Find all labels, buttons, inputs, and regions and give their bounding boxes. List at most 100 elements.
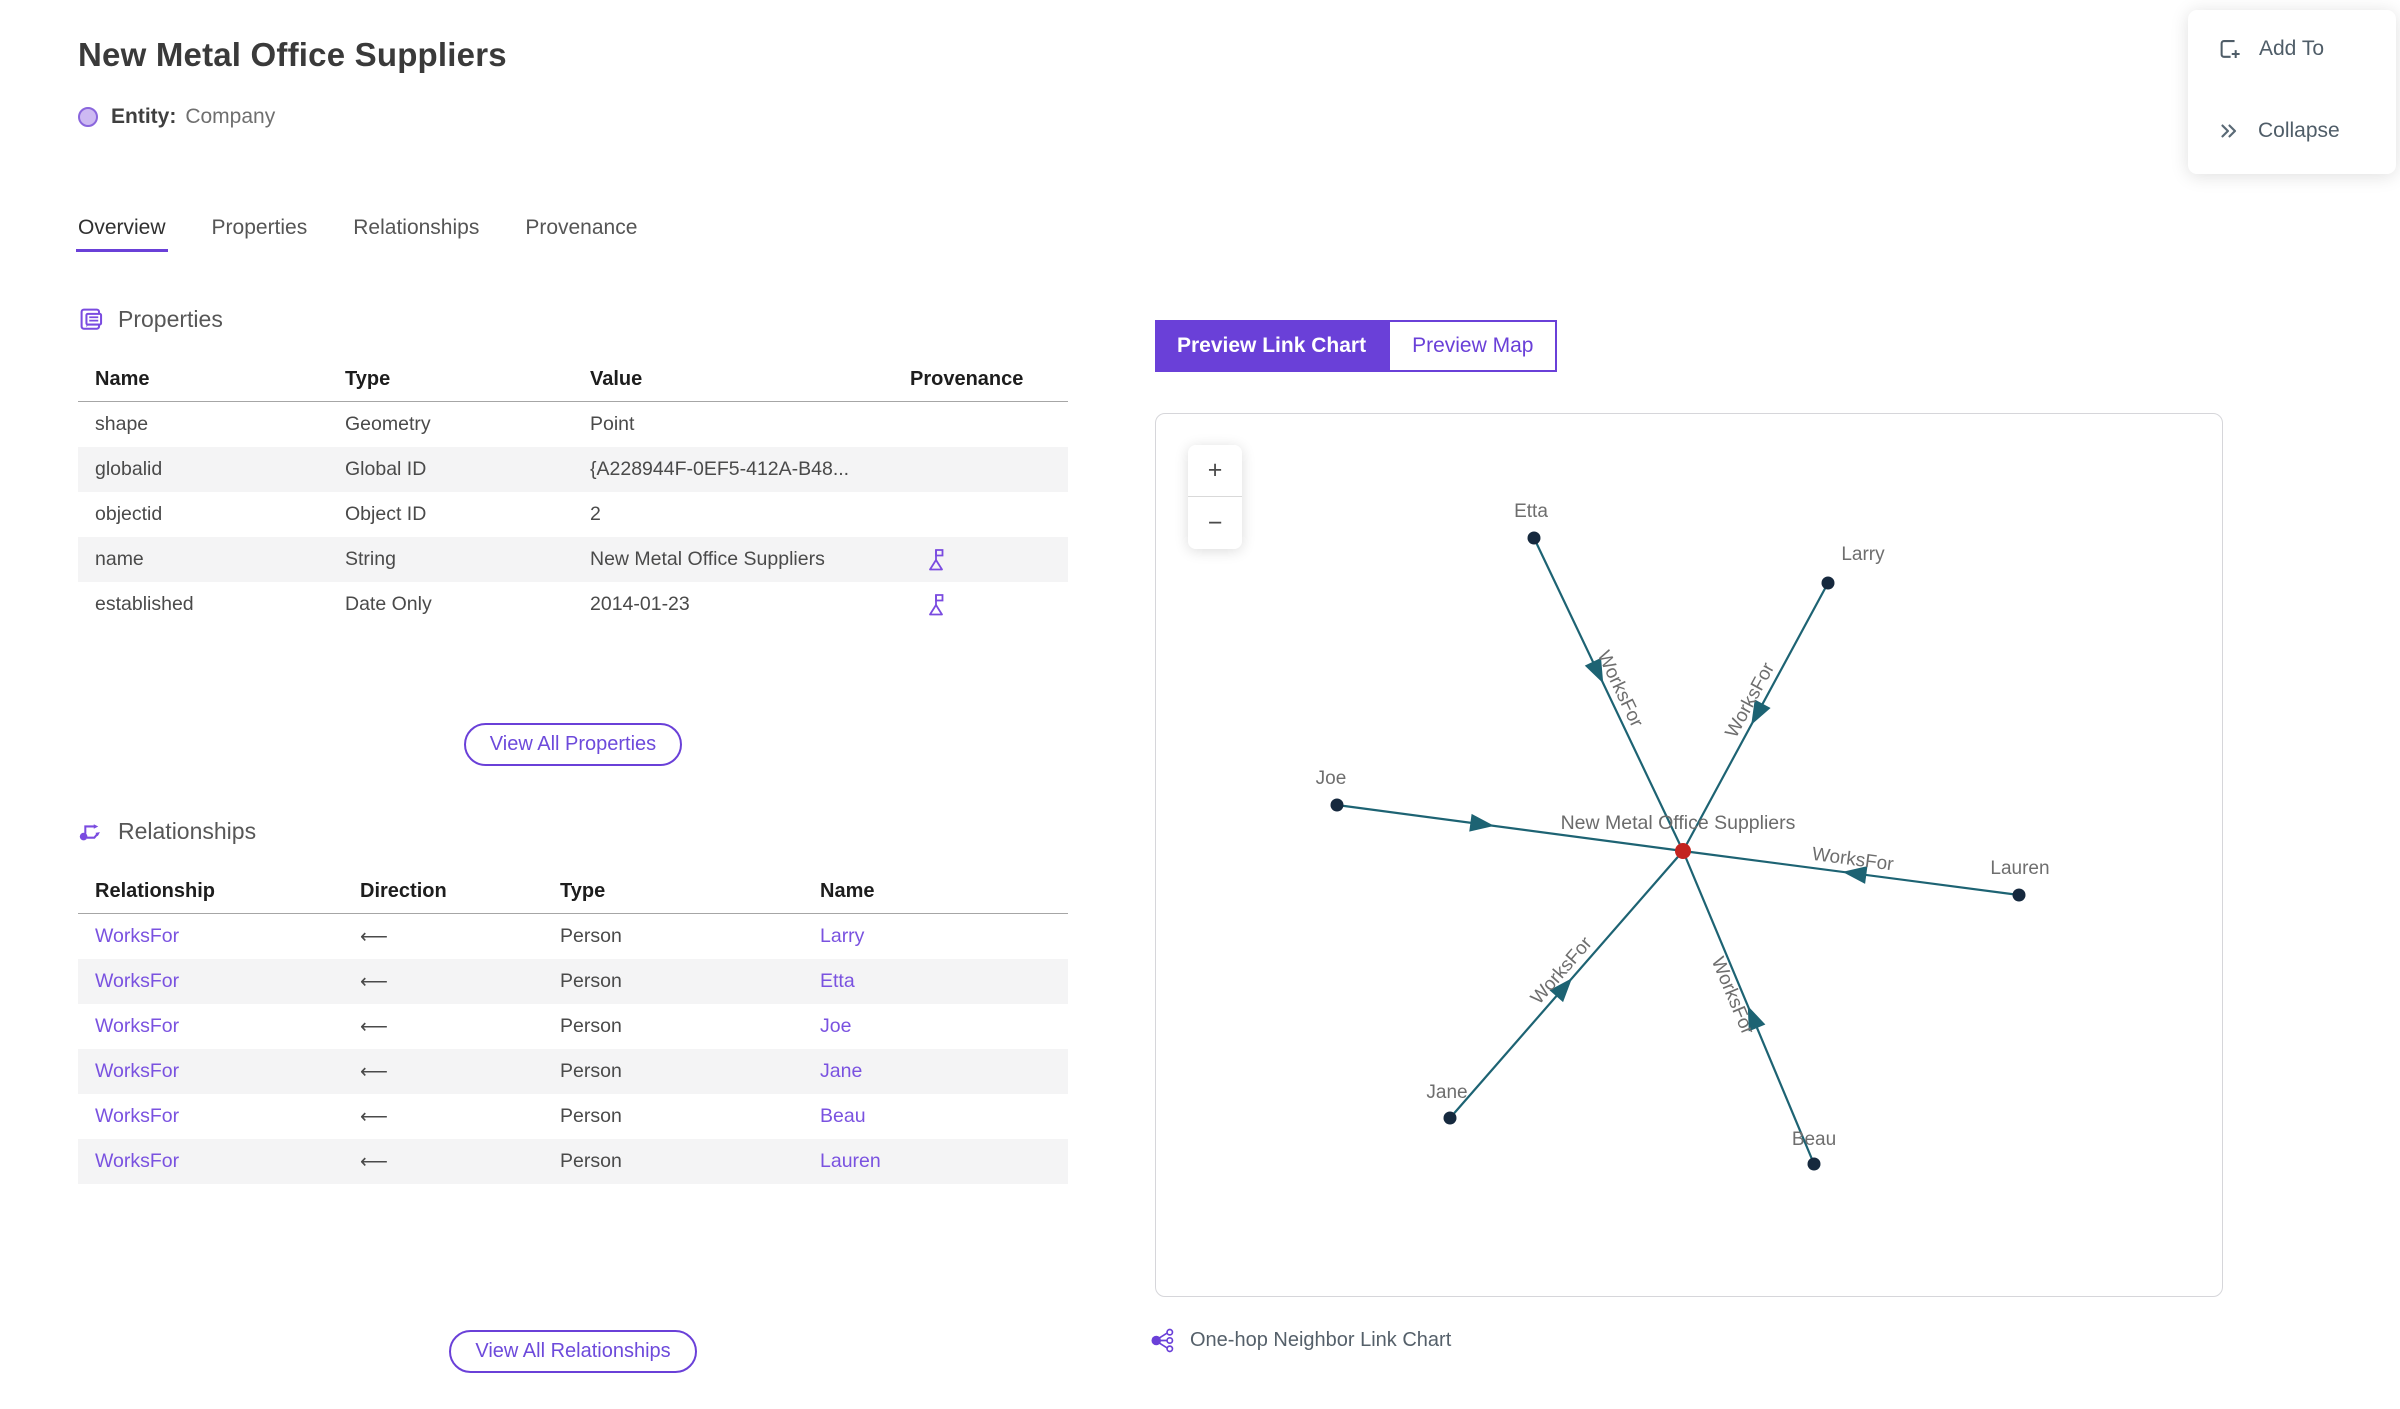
tabs: Overview Properties Relationships Provenanc… [76, 216, 1068, 252]
relationship-type-link[interactable]: WorksFor [95, 970, 180, 992]
edge-arrow-Etta [1584, 657, 1604, 684]
tab-overview[interactable]: Overview [76, 216, 168, 252]
relationships-table-head: Relationship Direction Type Name [78, 869, 1068, 914]
node-Joe[interactable] [1330, 798, 1344, 812]
related-entity-link[interactable]: Etta [820, 970, 855, 992]
provenance-flag-icon[interactable] [924, 547, 948, 573]
zoom-in-button[interactable]: + [1188, 445, 1242, 497]
node-label-Jane: Jane [1426, 1082, 1467, 1103]
relationships-table: Relationship Direction Type Name WorksFor ⟵ P… [78, 869, 1068, 1184]
relationship-type-link[interactable]: WorksFor [95, 1015, 180, 1037]
column-header-provenance: Provenance [893, 357, 1068, 402]
chart-caption: One-hop Neighbor Link Chart [1149, 1327, 2223, 1354]
edge-label-Larry: WorksFor [1722, 659, 1780, 742]
node-Larry[interactable] [1821, 576, 1835, 590]
column-header-value: Value [573, 357, 893, 402]
link-chart-caption-icon [1151, 1328, 1174, 1353]
edge-line-Joe [1336, 803, 1684, 853]
edge-label-Beau: WorksFor [1707, 954, 1758, 1038]
relationship-type-link[interactable]: WorksFor [95, 1105, 180, 1127]
chart-caption-label: One-hop Neighbor Link Chart [1190, 1329, 1452, 1351]
relationship-row: WorksFor ⟵ Person Etta [78, 959, 1068, 1004]
property-type: Geometry [345, 413, 431, 435]
relationship-row: WorksFor ⟵ Person Beau [78, 1094, 1068, 1139]
edge-arrow-Beau [1747, 1005, 1766, 1032]
property-name: globalid [95, 458, 163, 480]
node-label-Joe: Joe [1316, 768, 1347, 789]
relationship-type-link[interactable]: WorksFor [95, 925, 180, 947]
tab-provenance[interactable]: Provenance [525, 216, 638, 239]
property-provenance [893, 537, 1068, 582]
add-to-button[interactable]: Add To [2216, 34, 2396, 64]
property-provenance [893, 582, 1068, 627]
collapse-label: Collapse [2258, 119, 2340, 142]
node-Etta[interactable] [1527, 531, 1541, 545]
relationship-direction: ⟵ [360, 925, 388, 948]
view-all-relationships-button[interactable]: View All Relationships [449, 1330, 697, 1373]
relationship-direction: ⟵ [360, 1060, 388, 1083]
page-title: New Metal Office Suppliers [78, 36, 507, 73]
node-label-Lauren: Lauren [1990, 858, 2049, 879]
relationship-row: WorksFor ⟵ Person Lauren [78, 1139, 1068, 1184]
relationship-entity-type: Person [560, 925, 622, 947]
edge-arrow-Joe [1469, 813, 1495, 832]
properties-table: Name Type Value Provenance shape Geometry Poi… [78, 357, 1068, 627]
related-entity-link[interactable]: Lauren [820, 1150, 881, 1172]
node-Beau[interactable] [1807, 1157, 1821, 1171]
add-to-icon [2220, 39, 2240, 58]
provenance-flag-icon[interactable] [924, 592, 948, 618]
relationships-section-title: Relationships [118, 818, 257, 844]
relationship-entity-type: Person [560, 1105, 622, 1127]
property-type: Date Only [345, 593, 432, 615]
edge-arrow-Larry [1751, 699, 1771, 725]
entity-type-dot-icon [78, 107, 98, 127]
relationship-entity-type: Person [560, 970, 622, 992]
tab-relationships[interactable]: Relationships [353, 216, 480, 239]
relationship-entity-type: Person [560, 1060, 622, 1082]
relationship-type-link[interactable]: WorksFor [95, 1060, 180, 1082]
edge-arrow-Lauren [1842, 866, 1868, 884]
property-value: New Metal Office Suppliers [590, 548, 825, 570]
center-node-label: New Metal Office Suppliers [1561, 812, 1796, 834]
preview-tab-preview-map[interactable]: Preview Map [1388, 320, 1558, 372]
property-type: String [345, 548, 396, 570]
tab-properties[interactable]: Properties [211, 216, 308, 239]
related-entity-link[interactable]: Jane [820, 1060, 863, 1082]
property-name: name [95, 548, 144, 570]
relationship-entity-type: Person [560, 1150, 622, 1172]
relationships-section-header: Relationships [78, 818, 1068, 845]
relationship-direction: ⟵ [360, 970, 388, 993]
zoom-out-button[interactable]: − [1188, 497, 1242, 549]
property-value: Point [590, 413, 635, 435]
property-provenance [893, 402, 1068, 448]
entity-detail-panel: New Metal Office Suppliers Entity: Compa… [76, 36, 1068, 1373]
collapse-button[interactable]: Collapse [2216, 116, 2396, 146]
node-Jane[interactable] [1443, 1111, 1457, 1125]
view-all-properties-button[interactable]: View All Properties [463, 723, 683, 766]
property-name: established [95, 593, 194, 615]
relationship-row: WorksFor ⟵ Person Larry [78, 914, 1068, 960]
property-name: objectid [95, 503, 163, 525]
column-header-direction: Direction [343, 869, 543, 914]
relationship-direction: ⟵ [360, 1150, 388, 1173]
properties-section-title: Properties [118, 306, 223, 332]
related-entity-link[interactable]: Joe [820, 1015, 852, 1037]
relationship-type-link[interactable]: WorksFor [95, 1150, 180, 1172]
property-name: shape [95, 413, 149, 435]
relationship-row: WorksFor ⟵ Person Joe [78, 1004, 1068, 1049]
property-value: {A228944F-0EF5-412A-B48... [590, 458, 850, 480]
relationship-row: WorksFor ⟵ Person Jane [78, 1049, 1068, 1094]
properties-table-head: Name Type Value Provenance [78, 357, 1068, 402]
edge-arrow-Jane [1549, 978, 1573, 1003]
column-header-type: Type [543, 869, 803, 914]
node-Lauren[interactable] [2012, 888, 2026, 902]
column-header-type: Type [328, 357, 573, 402]
node-company-center[interactable] [1675, 843, 1691, 859]
preview-tab-preview-link-chart[interactable]: Preview Link Chart [1155, 320, 1389, 372]
action-card: Add To Collapse [2188, 10, 2396, 174]
related-entity-link[interactable]: Beau [820, 1105, 866, 1127]
property-row: shape Geometry Point [78, 402, 1068, 448]
related-entity-link[interactable]: Larry [820, 925, 865, 947]
entity-value: Company [185, 105, 276, 128]
